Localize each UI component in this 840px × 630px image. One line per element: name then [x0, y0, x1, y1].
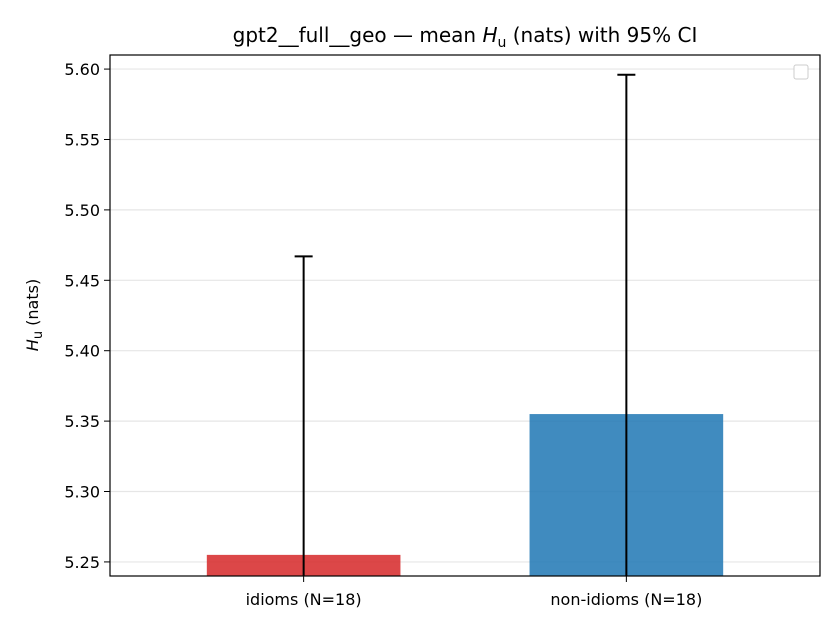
y-tick-label: 5.45 — [64, 271, 100, 290]
y-tick-label: 5.30 — [64, 483, 100, 502]
y-tick-label: 5.25 — [64, 553, 100, 572]
y-axis-label: Hu (nats) — [23, 279, 46, 351]
chart-title: gpt2__full__geo — mean Hu (nats) with 95… — [233, 23, 698, 51]
y-gridlines — [110, 68, 820, 563]
x-tick-label: idioms (N=18) — [246, 590, 362, 609]
legend-box — [793, 64, 809, 80]
y-tick-label: 5.60 — [64, 60, 100, 79]
error-bars-group — [294, 73, 636, 576]
y-tick-label: 5.55 — [64, 130, 100, 149]
plot-frame — [109, 54, 821, 577]
y-tick-label: 5.50 — [64, 201, 100, 220]
x-tick-label: non-idioms (N=18) — [550, 590, 702, 609]
bars-group — [206, 414, 724, 576]
y-axis-ticks: 5.25 5.30 5.35 5.40 5.45 5.50 5.55 5.60 — [64, 60, 110, 572]
y-tick-label: 5.35 — [64, 412, 100, 431]
y-tick-label: 5.40 — [64, 342, 100, 361]
x-axis-ticks: idioms (N=18) non-idioms (N=18) — [246, 576, 702, 609]
